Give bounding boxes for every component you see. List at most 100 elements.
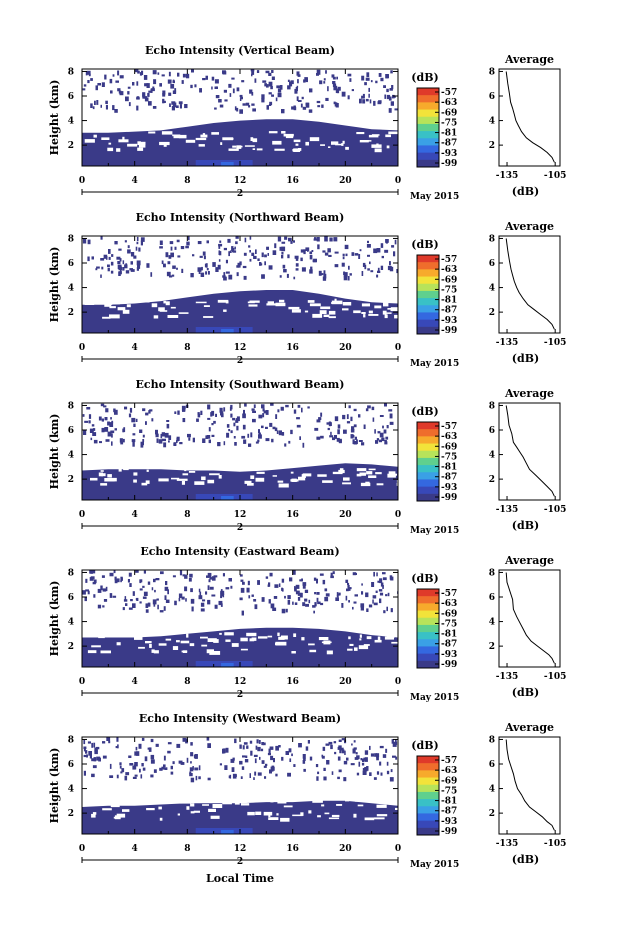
echo-gap bbox=[255, 799, 264, 802]
echo-speckle bbox=[236, 87, 240, 92]
echo-speckle bbox=[338, 769, 342, 773]
echo-speckle bbox=[235, 241, 238, 245]
echo-speckle bbox=[122, 267, 125, 271]
echo-speckle bbox=[139, 601, 142, 604]
echo-speckle bbox=[268, 599, 271, 604]
echo-speckle bbox=[323, 767, 326, 771]
date-axis-label: 2 bbox=[237, 523, 243, 533]
y-tick-label: 6 bbox=[68, 593, 74, 603]
echo-speckle bbox=[232, 248, 235, 253]
echo-speckle bbox=[116, 737, 119, 742]
avg-y-tick-label: 6 bbox=[489, 426, 495, 436]
echo-speckle bbox=[212, 262, 216, 267]
echo-speckle bbox=[185, 245, 189, 249]
y-tick-label: 2 bbox=[68, 809, 74, 819]
echo-speckle bbox=[136, 97, 140, 100]
echo-speckle bbox=[230, 404, 233, 410]
echo-speckle bbox=[323, 273, 327, 279]
echo-speckle bbox=[206, 737, 210, 741]
echo-speckle bbox=[100, 104, 102, 108]
echo-speckle bbox=[167, 742, 172, 745]
echo-speckle bbox=[351, 89, 354, 92]
echo-speckle bbox=[313, 610, 315, 614]
echo-speckle bbox=[90, 78, 93, 81]
echo-gap bbox=[158, 478, 169, 482]
echo-speckle bbox=[176, 105, 179, 108]
echo-gap bbox=[116, 642, 121, 646]
echo-speckle bbox=[384, 403, 387, 407]
average-title: Average bbox=[504, 554, 554, 567]
echo-speckle bbox=[168, 92, 172, 96]
echo-gap bbox=[172, 134, 181, 137]
average-profile-line bbox=[505, 739, 555, 831]
echo-speckle bbox=[136, 260, 141, 266]
average-frame bbox=[498, 569, 561, 668]
echo-gap bbox=[248, 304, 258, 307]
colorbar-swatch bbox=[417, 457, 439, 466]
echo-speckle bbox=[293, 105, 296, 110]
echo-gap bbox=[360, 482, 371, 487]
echo-speckle bbox=[229, 93, 232, 97]
echo-speckle bbox=[276, 85, 280, 89]
echo-gap bbox=[359, 634, 362, 638]
echo-gap bbox=[267, 301, 274, 306]
echo-gap bbox=[92, 812, 97, 815]
echo-speckle bbox=[233, 436, 236, 439]
echo-speckle bbox=[333, 741, 337, 744]
date-axis-label: 2 bbox=[237, 189, 243, 199]
echo-gap bbox=[324, 812, 330, 815]
date-axis-label: 2 bbox=[237, 690, 243, 700]
heat-field bbox=[82, 570, 398, 667]
echo-speckle bbox=[281, 588, 284, 592]
echo-speckle bbox=[335, 103, 339, 108]
colorbar-tick-label: -63 bbox=[441, 766, 457, 776]
echo-gap bbox=[301, 637, 305, 641]
echo-gap bbox=[280, 817, 290, 822]
echo-speckle bbox=[249, 258, 252, 262]
echo-speckle bbox=[253, 599, 257, 602]
avg-y-tick-label: 8 bbox=[489, 401, 495, 411]
echo-speckle bbox=[93, 757, 97, 762]
echo-speckle bbox=[370, 270, 374, 273]
echo-speckle bbox=[164, 767, 168, 770]
echo-gap bbox=[178, 312, 189, 314]
avg-y-tick-label: 8 bbox=[489, 67, 495, 77]
echo-speckle bbox=[316, 436, 321, 440]
echo-speckle bbox=[104, 74, 107, 80]
echo-gap bbox=[144, 300, 150, 303]
y-tick-label: 8 bbox=[68, 568, 74, 578]
echo-speckle bbox=[253, 404, 256, 408]
echo-speckle bbox=[143, 570, 146, 574]
echo-speckle bbox=[132, 776, 137, 779]
echo-speckle bbox=[267, 253, 269, 256]
echo-speckle bbox=[302, 754, 306, 759]
echo-speckle bbox=[131, 417, 136, 423]
echo-speckle bbox=[339, 747, 344, 751]
colorbar-swatch bbox=[417, 429, 439, 437]
echo-gap bbox=[328, 817, 340, 820]
echo-speckle bbox=[281, 109, 285, 114]
echo-speckle bbox=[353, 441, 358, 445]
echo-speckle bbox=[302, 442, 305, 448]
echo-speckle bbox=[133, 255, 137, 259]
echo-speckle bbox=[277, 92, 282, 98]
echo-speckle bbox=[100, 236, 103, 240]
echo-gap bbox=[293, 633, 297, 637]
echo-speckle bbox=[308, 599, 311, 604]
colorbar-frame bbox=[416, 588, 440, 669]
echo-gap bbox=[181, 481, 185, 485]
echo-speckle bbox=[97, 604, 102, 609]
echo-speckle bbox=[396, 269, 398, 274]
date-suffix: May 2015 bbox=[410, 192, 459, 202]
echo-speckle bbox=[106, 737, 111, 741]
echo-speckle bbox=[166, 423, 170, 429]
echo-gap bbox=[312, 799, 323, 803]
avg-y-tick-label: 2 bbox=[489, 809, 495, 819]
echo-speckle bbox=[178, 598, 181, 602]
echo-speckle bbox=[266, 246, 269, 250]
colorbar-label: (dB) bbox=[411, 71, 438, 84]
echo-speckle bbox=[204, 263, 207, 268]
echo-speckle bbox=[234, 106, 237, 111]
colorbar-swatch bbox=[417, 276, 439, 285]
echo-speckle bbox=[241, 610, 244, 616]
